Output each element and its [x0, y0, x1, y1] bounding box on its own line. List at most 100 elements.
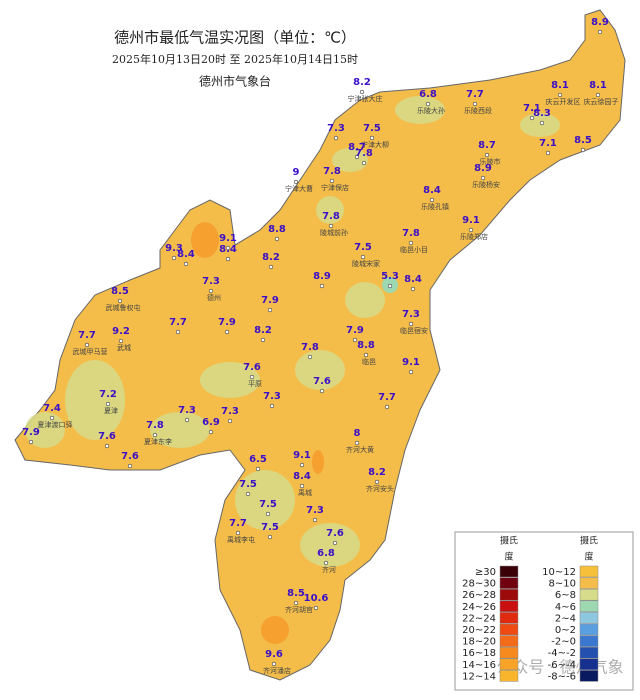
- station-value: 9.1: [293, 450, 311, 461]
- station-value: 8.2: [262, 252, 280, 263]
- station-value: 7.8: [402, 228, 420, 239]
- legend-label: 18~20: [462, 637, 496, 648]
- station-name: 齐河大黄: [346, 445, 374, 454]
- legend-label: 28~30: [462, 579, 496, 590]
- station-name: 乐陵孔镇: [421, 202, 449, 211]
- legend-label: 0~2: [555, 625, 576, 636]
- legend-swatch: [579, 623, 599, 636]
- station-value: 6.8: [419, 89, 437, 100]
- station-dot: [265, 511, 271, 517]
- station-value: 7.7: [169, 317, 187, 328]
- legend-label: -4~-2: [548, 648, 576, 659]
- station-value: 7.1: [523, 103, 541, 114]
- legend-swatch: [499, 588, 519, 601]
- station-value: 8.4: [293, 471, 311, 482]
- station-value: 9: [293, 167, 300, 178]
- legend-label: 16~18: [462, 648, 496, 659]
- legend-box: [454, 531, 634, 691]
- station-value: 8.4: [177, 249, 195, 260]
- station-dot: [225, 245, 231, 251]
- station-dot: [408, 321, 414, 327]
- station-name: 乐陵大孙: [417, 106, 445, 115]
- station-name: 齐河胡官: [285, 605, 313, 614]
- station-value: 6.9: [202, 417, 220, 428]
- station-dot: [387, 283, 393, 289]
- station-dot: [105, 401, 111, 407]
- station-value: 7.6: [313, 376, 331, 387]
- legend-swatch: [579, 588, 599, 601]
- legend-label: 12~14: [462, 671, 496, 682]
- legend-label: 26~28: [462, 590, 496, 601]
- station-value: 7.6: [243, 362, 261, 373]
- station-value: 8.3: [533, 108, 551, 119]
- station-value: 7.9: [261, 295, 279, 306]
- station-value: 8.5: [287, 588, 305, 599]
- station-name: 齐河潘店: [263, 666, 291, 675]
- station-dot: [299, 462, 305, 468]
- station-dot: [329, 178, 335, 184]
- station-dot: [408, 369, 414, 375]
- station-name: 齐河安头: [366, 484, 394, 493]
- station-dot: [183, 261, 189, 267]
- legend-label: 14~16: [462, 660, 496, 671]
- station-value: 8.4: [423, 185, 441, 196]
- station-value: 7.8: [323, 166, 341, 177]
- legend-header: 度: [584, 551, 593, 563]
- station-dot: [267, 534, 273, 540]
- station-dot: [260, 337, 266, 343]
- station-dot: [293, 600, 299, 606]
- station-dot: [472, 101, 478, 107]
- station-dot: [384, 404, 390, 410]
- station-dot: [255, 466, 261, 472]
- station-dot: [529, 115, 535, 121]
- station-dot: [595, 92, 601, 98]
- station-value: 7.7: [78, 330, 96, 341]
- station-dot: [410, 286, 416, 292]
- station-value: 8.8: [357, 340, 375, 351]
- station-dot: [235, 530, 241, 536]
- station-dot: [274, 236, 280, 242]
- station-value: 8.2: [353, 77, 371, 88]
- station-name: 陵城前孙: [320, 228, 348, 237]
- station-dot: [249, 374, 255, 380]
- station-dot: [332, 540, 338, 546]
- station-value: 8.2: [254, 325, 272, 336]
- station-value: 7.5: [363, 123, 381, 134]
- station-dot: [271, 661, 277, 667]
- station-dot: [484, 152, 490, 158]
- station-value: 7.8: [355, 148, 373, 159]
- station-dot: [227, 418, 233, 424]
- legend-swatch: [579, 635, 599, 647]
- station-dot: [429, 197, 435, 203]
- station-dot: [28, 439, 34, 445]
- station-dot: [152, 432, 158, 438]
- station-value: 8.4: [219, 244, 237, 255]
- legend-label: 22~24: [462, 613, 496, 624]
- station-value: 7.9: [22, 427, 40, 438]
- station-dot: [245, 491, 251, 497]
- station-value: 7.8: [322, 211, 340, 222]
- station-value: 8.5: [574, 135, 592, 146]
- legend-label: 4~6: [555, 602, 576, 613]
- station-dot: [333, 135, 339, 141]
- station-dot: [363, 352, 369, 358]
- station-value: 9.6: [265, 649, 283, 660]
- station-name: 乐陵郑店: [460, 232, 488, 241]
- station-value: 7.3: [178, 405, 196, 416]
- legend-label: 20~22: [462, 625, 496, 636]
- station-value: 7.7: [378, 392, 396, 403]
- station-value: 7.6: [326, 528, 344, 539]
- station-dot: [208, 288, 214, 294]
- station-dot: [127, 463, 133, 469]
- station-name: 武城: [117, 343, 131, 352]
- station-dot: [597, 29, 603, 35]
- station-dot: [171, 255, 177, 261]
- title: 德州市最低气温实况图（单位：℃）: [114, 29, 356, 47]
- station-value: 7.3: [221, 406, 239, 417]
- station-dot: [208, 429, 214, 435]
- station-value: 10.6: [304, 593, 329, 604]
- station-value: 8.9: [591, 17, 609, 28]
- station-name: 齐河: [322, 565, 336, 574]
- station-dot: [293, 179, 299, 185]
